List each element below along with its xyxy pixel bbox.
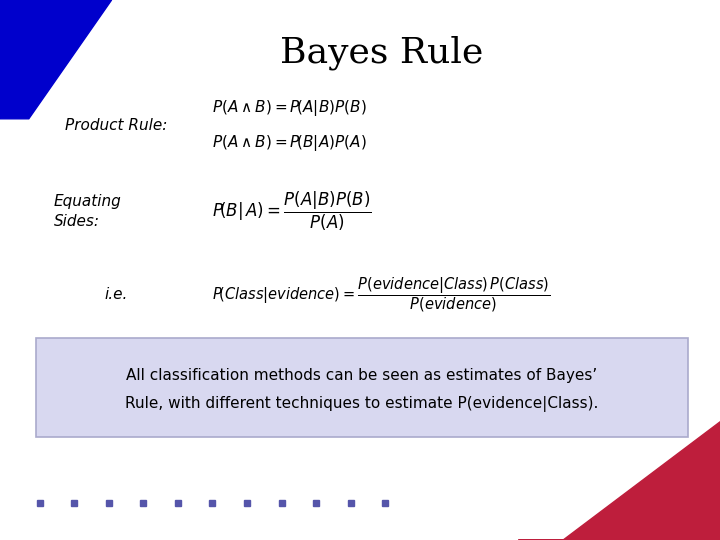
FancyBboxPatch shape [36, 338, 688, 437]
Text: $P(A \wedge B) = P\!\left(A|B\right)P(B)$: $P(A \wedge B) = P\!\left(A|B\right)P(B)… [212, 98, 367, 118]
Text: $P(A \wedge B) = P\!\left(B|A\right)P(A)$: $P(A \wedge B) = P\!\left(B|A\right)P(A)… [212, 133, 367, 153]
Text: $P\!\left(Class|evidence\right) = \dfrac{P(evidence|Class)\,P(Class)}{P(evidence: $P\!\left(Class|evidence\right) = \dfrac… [212, 275, 551, 314]
Text: All classification methods can be seen as estimates of Bayes’: All classification methods can be seen a… [126, 368, 597, 383]
Text: $P\!\left(B|\,A\right) = \dfrac{P(A|B)P(B)}{P(A)}$: $P\!\left(B|\,A\right) = \dfrac{P(A|B)P(… [212, 190, 372, 233]
Polygon shape [518, 443, 720, 540]
Text: Product Rule:: Product Rule: [65, 118, 167, 133]
Text: i.e.: i.e. [104, 287, 127, 302]
Text: Rule, with different techniques to estimate P(evidence|Class).: Rule, with different techniques to estim… [125, 396, 598, 412]
Polygon shape [0, 0, 112, 119]
Polygon shape [562, 421, 720, 540]
Text: Equating
Sides:: Equating Sides: [54, 194, 122, 229]
Text: Bayes Rule: Bayes Rule [280, 35, 483, 70]
